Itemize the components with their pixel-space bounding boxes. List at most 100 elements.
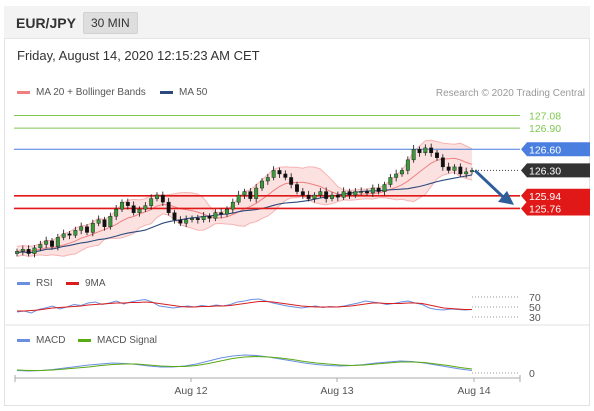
candle-body (429, 147, 434, 154)
candle-body (79, 226, 84, 231)
timeframe-button[interactable]: 30 MIN (83, 12, 138, 34)
legend-rsi-ma: 9MA (66, 278, 106, 289)
candle-body (464, 171, 469, 175)
legend-macd-label: MACD (36, 335, 66, 346)
candle-body (155, 194, 159, 199)
candle-body (236, 194, 241, 203)
level-label-125.94: 125.94 (529, 191, 561, 203)
rsi-tick-label-30: 30 (529, 312, 541, 324)
candle-body (26, 249, 31, 254)
candle-body (283, 173, 288, 178)
level-label-125.76: 125.76 (529, 203, 561, 215)
candle-body (370, 187, 375, 194)
candle-body (137, 208, 142, 213)
legend-macd-signal-label: MACD Signal (97, 335, 158, 346)
candle-body (61, 233, 66, 238)
candle-body (32, 247, 37, 254)
candle-body (417, 149, 422, 154)
candle-body (67, 233, 72, 236)
bollinger-lower-line (16, 171, 473, 257)
level-tag-125.94 (521, 188, 590, 203)
candle-body (318, 191, 323, 196)
legend-rsi-label: RSI (36, 278, 53, 289)
legend-rsi: RSI (17, 278, 53, 289)
candle-body (131, 205, 136, 213)
candle-body (440, 157, 445, 168)
level-label-126.90: 126.90 (529, 123, 561, 135)
candle-body (300, 191, 305, 196)
candle-body (44, 240, 49, 245)
candle-body (341, 191, 346, 198)
candle-body (166, 201, 171, 213)
level-tag-125.76 (521, 201, 590, 216)
timestamp: Friday, August 14, 2020 12:15:23 AM CET (17, 48, 260, 63)
time-tick-label-1: Aug 13 (320, 385, 353, 397)
candle-body (108, 216, 113, 227)
candle-body (254, 187, 259, 199)
candle-body (400, 170, 404, 175)
legend-macd-signal: MACD Signal (78, 335, 157, 346)
candle-body (411, 149, 416, 161)
level-tag-126.30 (521, 163, 590, 178)
forecast-arrow-head (498, 190, 514, 205)
candle-body (335, 194, 340, 198)
candle-body (265, 177, 270, 182)
candle-body (359, 191, 364, 193)
macd-line (16, 354, 473, 372)
candle-body (312, 194, 317, 199)
legend-ma50-swatch (160, 90, 173, 94)
candle-body (277, 170, 282, 175)
candle-body (458, 166, 463, 175)
level-tag-126.60 (521, 142, 590, 157)
legend-rsi-swatch (17, 281, 30, 285)
candle-body (394, 173, 399, 178)
rsi-ma-line (17, 301, 472, 312)
candle-body (306, 194, 311, 199)
candle-body (452, 166, 457, 171)
candle-body (382, 184, 387, 192)
candle-body (388, 177, 393, 185)
candle-body (271, 170, 276, 178)
candle-body (178, 219, 183, 224)
level-label-126.30: 126.30 (529, 165, 561, 177)
credit-text: Research © 2020 Trading Central (435, 88, 585, 99)
candle-body (38, 244, 43, 249)
candle-body (85, 226, 89, 233)
legend-macd: MACD (17, 335, 65, 346)
candle-body (20, 249, 25, 252)
legend-ma50-label: MA 50 (179, 87, 208, 98)
chart-header: EUR/JPY 30 MIN (4, 6, 590, 39)
candle-body (230, 201, 235, 210)
candle-body (172, 212, 177, 220)
legend-macd-signal-swatch (78, 338, 91, 342)
candle-body (143, 205, 148, 210)
ma50-line (16, 174, 473, 254)
candle-body (213, 212, 218, 219)
legend-ma50: MA 50 (160, 87, 207, 98)
candle-body (207, 216, 212, 219)
candle-body (423, 147, 428, 154)
legend-macd-swatch (17, 338, 30, 342)
candle-body (376, 187, 381, 192)
candle-body (330, 194, 334, 199)
candle-body (219, 212, 224, 215)
candle-body (195, 218, 200, 220)
candle-body (201, 216, 206, 220)
candle-body (73, 230, 78, 236)
candle-body (470, 170, 474, 173)
candle-body (90, 223, 95, 233)
legend-bb: MA 20 + Bollinger Bands (17, 87, 146, 98)
rsi-tick-label-70: 70 (529, 292, 541, 304)
chart-frame (4, 6, 590, 406)
forecast-arrow-shaft (473, 169, 506, 199)
candle-body (114, 208, 119, 217)
candle-body (242, 191, 247, 196)
level-label-127.08: 127.08 (529, 110, 561, 122)
candle-body (446, 166, 451, 171)
candle-body (295, 184, 299, 192)
candle-body (260, 180, 264, 189)
candle-body (347, 191, 352, 196)
legend-bb-swatch (17, 90, 30, 94)
candle-body (184, 219, 189, 224)
